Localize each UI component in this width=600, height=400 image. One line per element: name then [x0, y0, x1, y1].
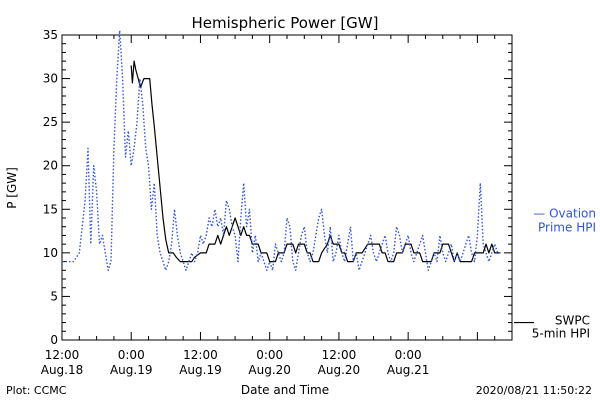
- x-tick-time-label: 0:00: [395, 348, 422, 362]
- series-layer: [62, 29, 501, 271]
- x-tick-date-label: Aug.19: [179, 363, 222, 377]
- x-tick-time-label: 12:00: [322, 348, 357, 362]
- y-tick-label: 25: [43, 115, 58, 129]
- y-tick-label: 0: [50, 333, 58, 347]
- legend-swpc-label: 5-min HPI: [532, 327, 590, 341]
- y-tick-label: 20: [43, 159, 58, 173]
- legend-ovation-label: — Ovation: [533, 207, 596, 221]
- y-tick-label: 5: [50, 289, 58, 303]
- ovation-prime-series-line: [62, 29, 501, 271]
- plot-axes: 0510152025303512:00Aug.180:00Aug.1912:00…: [41, 28, 513, 377]
- x-tick-date-label: Aug.20: [318, 363, 361, 377]
- legend-ovation-label: Prime HPI: [538, 221, 596, 235]
- y-tick-label: 35: [43, 28, 58, 42]
- y-tick-label: 30: [43, 72, 58, 86]
- x-axis-label: Date and Time: [241, 383, 329, 397]
- x-tick-time-label: 12:00: [183, 348, 218, 362]
- x-tick-date-label: Aug.19: [110, 363, 153, 377]
- x-tick-date-label: Aug.18: [41, 363, 84, 377]
- x-tick-time-label: 0:00: [118, 348, 145, 362]
- x-tick-time-label: 0:00: [256, 348, 283, 362]
- footer-credit: Plot: CCMC: [6, 384, 67, 397]
- x-tick-date-label: Aug.20: [248, 363, 291, 377]
- y-axis-label: P [GW]: [5, 167, 19, 209]
- x-tick-date-label: Aug.21: [387, 363, 430, 377]
- footer-timestamp: 2020/08/21 11:50:22: [476, 384, 592, 397]
- plot-frame: [61, 34, 513, 341]
- y-tick-label: 15: [43, 202, 58, 216]
- legend-swpc-label: SWPC: [555, 314, 590, 328]
- chart-title: Hemispheric Power [GW]: [192, 14, 379, 32]
- x-tick-time-label: 12:00: [45, 348, 80, 362]
- y-tick-label: 10: [43, 246, 58, 260]
- swpc-series-line: [130, 60, 501, 263]
